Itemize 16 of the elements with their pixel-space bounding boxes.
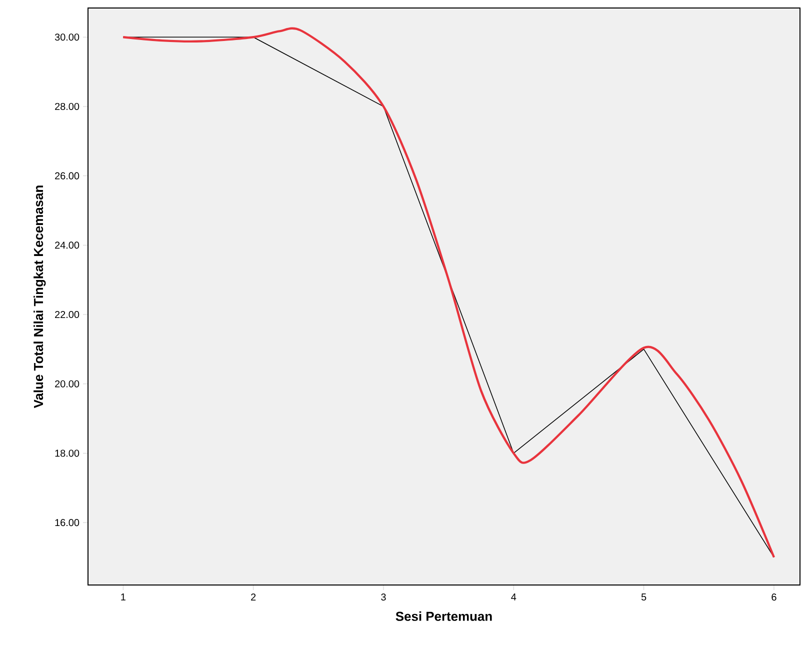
x-tick-label: 4 [511, 594, 516, 600]
x-tick-label: 5 [641, 594, 646, 600]
y-tick-label: 20.00 [55, 380, 80, 388]
y-tick-label: 28.00 [55, 102, 80, 110]
y-tick-label: 26.00 [55, 172, 80, 180]
x-axis-title: Sesi Pertemuan [396, 611, 492, 621]
y-tick-label: 18.00 [55, 450, 80, 457]
x-tick-label: 3 [381, 594, 386, 601]
x-tick-label: 2 [251, 594, 256, 600]
x-tick-label: 6 [772, 594, 776, 601]
y-axis-title: Value Total Nilai Tingkat Kecemasan [34, 186, 46, 408]
y-tick-label: 30.00 [54, 34, 80, 41]
y-tick-label: 22.00 [55, 311, 80, 318]
y-tick-label: 16.00 [55, 519, 80, 526]
y-tick-label: 24.00 [55, 242, 80, 249]
x-tick-label: 1 [121, 594, 126, 600]
